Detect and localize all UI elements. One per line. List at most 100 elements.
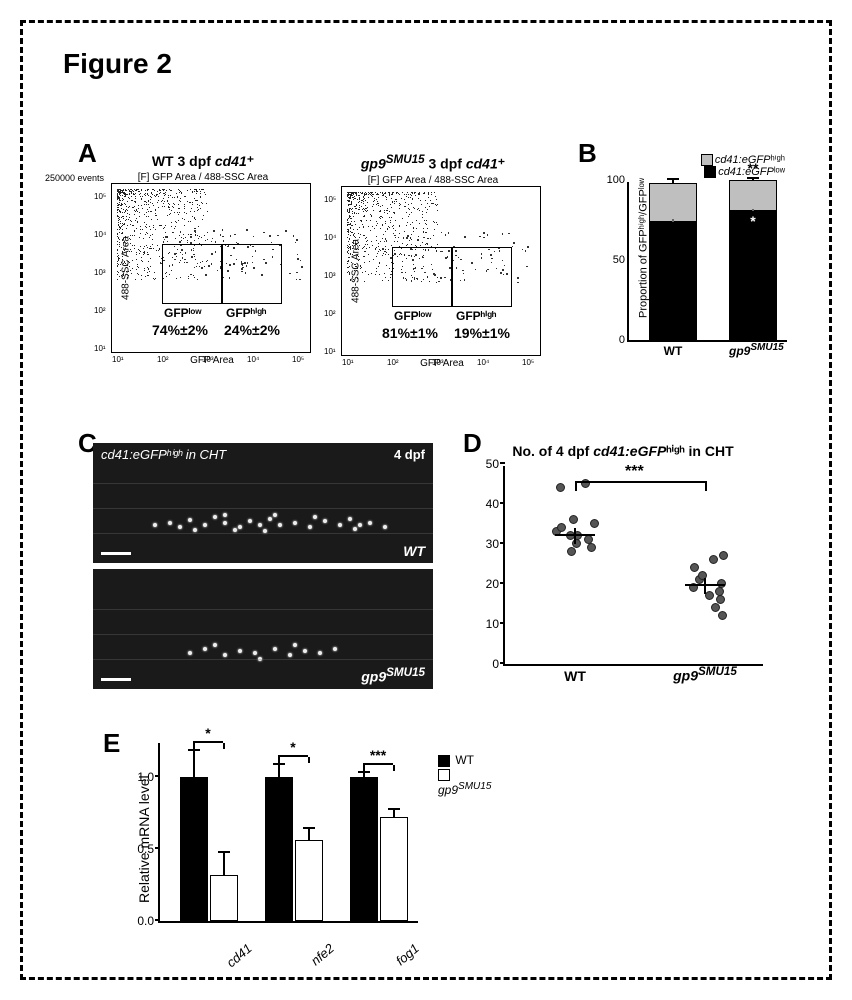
gate-gfp-high bbox=[222, 244, 282, 304]
events-label: 250000 events bbox=[45, 173, 104, 183]
legend-mut: gp9SMU15 bbox=[438, 783, 491, 797]
figure-frame: Figure 2 A 250000 eventsWT 3 dpf cd41⁺[F… bbox=[20, 20, 832, 980]
panel-D-chart: 01020304050WTgp9SMU15*** bbox=[503, 466, 763, 666]
micro-top-label: cd41:eGFPʰⁱᵍʰ in CHT bbox=[101, 447, 226, 463]
group-xlabel: WT bbox=[525, 668, 625, 684]
gate-low-label: GFPˡᵒʷ bbox=[394, 309, 432, 323]
sig-bracket bbox=[278, 755, 308, 757]
scatter-title: gp9SMU15 3 dpf cd41⁺ bbox=[323, 153, 543, 173]
panel-B: cd41:eGFPʰⁱᵍʰ cd41:eGFPˡᵒʷ Proportion of… bbox=[583, 153, 793, 342]
bar-seg-low bbox=[649, 222, 697, 340]
scatter-area: GFPˡᵒʷGFPʰⁱᵍʰ81%±1%19%±1%488-SSC Area10¹… bbox=[341, 186, 541, 356]
data-point bbox=[569, 515, 578, 524]
panel-A-scatter-plots: 250000 eventsWT 3 dpf cd41⁺[F] GFP Area … bbox=[93, 153, 543, 369]
error-bar bbox=[278, 765, 280, 777]
panel-D: No. of 4 dpf cd41:eGFPʰⁱᵍʰ in CHT 010203… bbox=[473, 443, 773, 666]
sig-bracket bbox=[193, 741, 223, 743]
bar-seg-low bbox=[729, 211, 777, 341]
data-point bbox=[567, 547, 576, 556]
gene-xlabel: fog1 bbox=[393, 941, 422, 969]
data-point bbox=[557, 523, 566, 532]
micrograph-mut: gp9SMU15 bbox=[93, 569, 433, 689]
error-bar bbox=[574, 528, 576, 544]
bar-mut bbox=[380, 817, 408, 921]
scatter-area: GFPˡᵒʷGFPʰⁱᵍʰ74%±2%24%±2%488-SSC Area10¹… bbox=[111, 183, 311, 353]
sig-marker: * bbox=[273, 739, 313, 755]
bar-xlabel: WT bbox=[649, 344, 697, 358]
sig-marker-low: * bbox=[729, 213, 777, 229]
panel-B-chart: 050100WTgp9SMU15*** bbox=[627, 182, 787, 342]
gene-xlabel: nfe2 bbox=[308, 941, 337, 969]
gate-high-label: GFPʰⁱᵍʰ bbox=[456, 309, 496, 323]
sig-bracket bbox=[575, 481, 705, 483]
y-axis-label: 488-SSC Area bbox=[120, 236, 131, 300]
figure-title: Figure 2 bbox=[63, 48, 172, 80]
group-xlabel: gp9SMU15 bbox=[655, 665, 755, 684]
panel-C: cd41:eGFPʰⁱᵍʰ in CHT 4 dpf WT gp9SMU15 bbox=[93, 443, 433, 695]
gate-high-pct: 19%±1% bbox=[454, 325, 510, 341]
legend-swatch-low bbox=[704, 166, 716, 178]
panel-E-chart: 0.00.51.0*cd41*nfe2***fog1 bbox=[158, 743, 418, 923]
sig-marker: *** bbox=[358, 747, 398, 763]
scalebar bbox=[101, 552, 131, 555]
data-point bbox=[690, 563, 699, 572]
sig-marker: * bbox=[188, 725, 228, 741]
data-point bbox=[715, 587, 724, 596]
bar-seg-high bbox=[649, 183, 697, 221]
data-point bbox=[587, 543, 596, 552]
data-point bbox=[705, 591, 714, 600]
gate-low-label: GFPˡᵒʷ bbox=[164, 306, 202, 320]
gate-low-pct: 74%±2% bbox=[152, 322, 208, 338]
data-point bbox=[590, 519, 599, 528]
panel-E-legend: WT gp9SMU15 bbox=[438, 753, 491, 797]
data-point bbox=[716, 595, 725, 604]
scatter-subtitle: [F] GFP Area / 488-SSC Area bbox=[323, 175, 543, 186]
gate-gfp-low bbox=[162, 244, 222, 304]
y-axis-label: 488-SSC Area bbox=[350, 239, 361, 303]
panel-D-title: No. of 4 dpf cd41:eGFPʰⁱᵍʰ in CHT bbox=[473, 443, 773, 460]
gate-gfp-high bbox=[452, 247, 512, 307]
panel-E: Relative mRNA level 0.00.51.0*cd41*nfe2*… bbox=[118, 743, 418, 923]
scatter-plot-1: gp9SMU15 3 dpf cd41⁺ [F] GFP Area / 488-S… bbox=[323, 153, 543, 369]
legend-swatch-high bbox=[701, 154, 713, 166]
bar-wt bbox=[180, 777, 208, 921]
bar-mut bbox=[295, 840, 323, 921]
gene-xlabel: cd41 bbox=[224, 941, 255, 971]
gate-high-pct: 24%±2% bbox=[224, 322, 280, 338]
micrograph-wt: cd41:eGFPʰⁱᵍʰ in CHT 4 dpf WT bbox=[93, 443, 433, 563]
error-bar bbox=[704, 578, 706, 594]
micro-genotype-label: gp9SMU15 bbox=[361, 666, 425, 685]
bar-wt bbox=[265, 777, 293, 921]
sig-marker-high: ** bbox=[729, 160, 777, 176]
bar-wt bbox=[350, 777, 378, 921]
data-point bbox=[556, 483, 565, 492]
gate-high-label: GFPʰⁱᵍʰ bbox=[226, 306, 266, 320]
sig-marker: *** bbox=[625, 463, 644, 481]
legend-swatch-wt bbox=[438, 755, 450, 767]
gate-gfp-low bbox=[392, 247, 452, 307]
data-point bbox=[718, 611, 727, 620]
micro-genotype-label: WT bbox=[403, 543, 425, 559]
scatter-title: WT 3 dpf cd41⁺ bbox=[93, 153, 313, 170]
scalebar bbox=[101, 678, 131, 681]
gate-low-pct: 81%±1% bbox=[382, 325, 438, 341]
sig-bracket bbox=[363, 763, 393, 765]
stacked-bar bbox=[729, 180, 777, 340]
stacked-bar bbox=[649, 183, 697, 340]
legend-swatch-mut bbox=[438, 769, 450, 781]
bar-mut bbox=[210, 875, 238, 921]
data-point bbox=[711, 603, 720, 612]
data-point bbox=[719, 551, 728, 560]
error-bar bbox=[393, 810, 395, 817]
scatter-plot-0: 250000 eventsWT 3 dpf cd41⁺[F] GFP Area … bbox=[93, 153, 313, 369]
data-point bbox=[709, 555, 718, 564]
micro-timepoint: 4 dpf bbox=[394, 447, 425, 462]
bar-xlabel: gp9SMU15 bbox=[729, 342, 777, 358]
error-bar bbox=[308, 829, 310, 841]
error-bar bbox=[223, 853, 225, 875]
error-bar bbox=[193, 751, 195, 777]
data-point bbox=[584, 535, 593, 544]
error-bar bbox=[363, 773, 365, 777]
scatter-subtitle: [F] GFP Area / 488-SSC Area bbox=[93, 172, 313, 183]
panel-E-ylabel: Relative mRNA level bbox=[136, 775, 152, 903]
